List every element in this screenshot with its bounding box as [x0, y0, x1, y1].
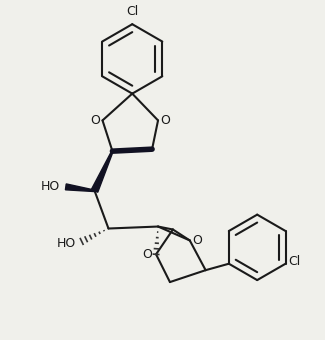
Text: HO: HO — [57, 237, 76, 250]
Text: O: O — [91, 114, 100, 127]
Text: O: O — [193, 234, 202, 247]
Text: Cl: Cl — [126, 5, 138, 18]
Polygon shape — [91, 151, 113, 192]
Text: O: O — [160, 114, 170, 127]
Polygon shape — [65, 184, 95, 191]
Text: O: O — [142, 248, 152, 261]
Text: Cl: Cl — [289, 255, 301, 268]
Text: HO: HO — [41, 180, 60, 193]
